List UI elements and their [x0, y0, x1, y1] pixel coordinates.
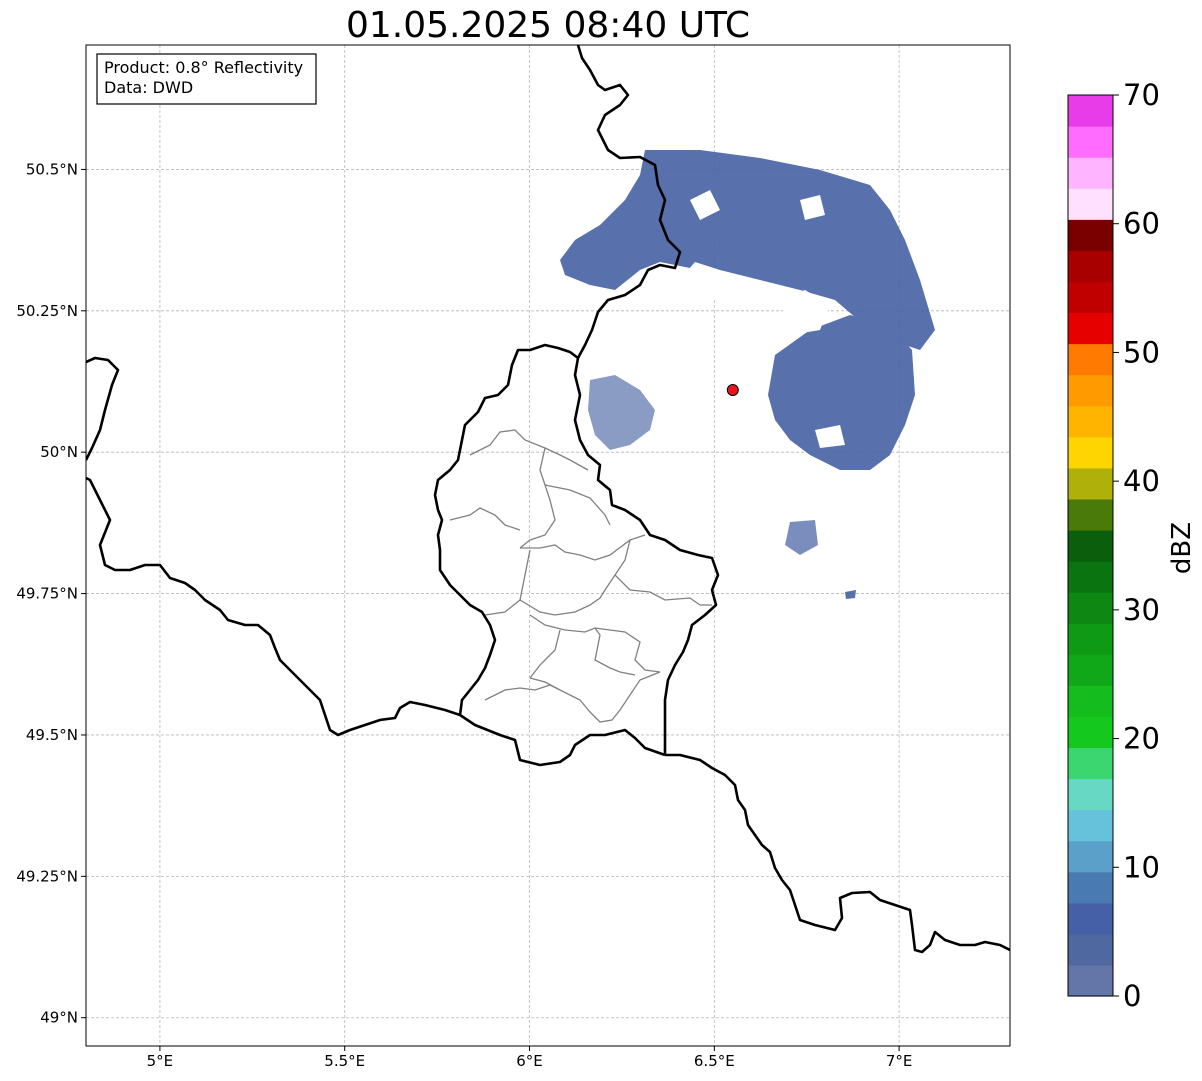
colorbar-tick-label: 70	[1123, 78, 1160, 112]
colorbar-cell	[1068, 157, 1113, 189]
colorbar-cell	[1068, 902, 1113, 935]
echo-area-west	[588, 375, 655, 450]
colorbar-cell	[1068, 436, 1113, 469]
colorbar-cell	[1068, 747, 1113, 780]
colorbar-tick-label: 10	[1123, 850, 1160, 884]
colorbar-label: dBZ	[1167, 522, 1197, 574]
x-axis-ticks: 5°E 5.5°E 6°E 6.5°E 7°E	[147, 1046, 913, 1070]
map-title: 01.05.2025 08:40 UTC	[346, 5, 750, 46]
colorbar-cell	[1068, 188, 1113, 220]
echo-patch-southeast	[845, 590, 856, 599]
x-tick-label: 5.5°E	[324, 1052, 365, 1070]
colorbar-cell	[1068, 95, 1113, 127]
colorbar-cell	[1068, 654, 1113, 686]
echo-gap-3	[690, 190, 720, 220]
info-box-frame	[96, 53, 317, 105]
colorbar-cell	[1068, 778, 1113, 811]
colorbar-cell	[1068, 126, 1113, 158]
radar-echoes	[560, 150, 935, 599]
colorbar-cell	[1068, 498, 1113, 531]
colorbar-cells	[1068, 95, 1113, 997]
colorbar-cell	[1068, 623, 1113, 655]
x-tick-label: 6.5°E	[694, 1052, 735, 1070]
colorbar-cell	[1068, 561, 1113, 593]
colorbar-cell	[1068, 964, 1113, 997]
borders	[86, 45, 1010, 954]
colorbar-cell	[1068, 933, 1113, 966]
map-frame	[85, 44, 1011, 1047]
colorbar-tick-label: 50	[1123, 335, 1160, 369]
colorbar-cell	[1068, 281, 1113, 314]
colorbar-tick-label: 60	[1123, 207, 1160, 241]
colorbar-cell	[1068, 374, 1113, 407]
info-product: Product: 0.8° Reflectivity	[104, 58, 303, 77]
colorbar-ticks: 0 10 20 30 40 50 60 70	[1113, 78, 1160, 1013]
y-tick-label: 49°N	[40, 1009, 78, 1027]
colorbar-cell	[1068, 219, 1113, 251]
colorbar-cell	[1068, 312, 1113, 345]
colorbar-cell	[1068, 840, 1113, 873]
echo-area-southeast	[768, 315, 915, 470]
y-tick-label: 50.5°N	[26, 160, 78, 178]
colorbar-tick-label: 30	[1123, 593, 1160, 627]
y-axis-ticks: 50.5°N 50.25°N 50°N 49.75°N 49.5°N 49.25°N 49°…	[16, 160, 86, 1027]
echo-gap-4	[800, 195, 825, 220]
echo-gap-1	[675, 262, 730, 300]
colorbar-tick-label: 0	[1123, 979, 1141, 1013]
x-tick-label: 7°E	[886, 1052, 913, 1070]
colorbar-cell	[1068, 405, 1113, 438]
colorbar-cell	[1068, 250, 1113, 283]
echo-patch-east	[785, 520, 818, 555]
colorbar-frame	[1067, 94, 1114, 997]
echo-gap-2	[780, 290, 830, 335]
radar-site-marker	[726, 383, 739, 396]
colorbar-tick-label: 20	[1123, 722, 1160, 756]
y-tick-label: 50°N	[40, 443, 78, 461]
colorbar-cell	[1068, 685, 1113, 717]
colorbar: 0 10 20 30 40 50 60 70 dBZ	[1067, 78, 1197, 1013]
colorbar-cell	[1068, 716, 1113, 749]
y-tick-label: 49.25°N	[16, 867, 78, 885]
x-tick-label: 6°E	[516, 1052, 543, 1070]
info-box: Product: 0.8° Reflectivity Data: DWD	[96, 53, 317, 105]
x-tick-label: 5°E	[147, 1052, 174, 1070]
colorbar-cell	[1068, 809, 1113, 842]
colorbar-cell	[1068, 467, 1113, 500]
map-area	[85, 44, 1011, 1047]
colorbar-cell	[1068, 529, 1113, 562]
y-tick-label: 49.75°N	[16, 585, 78, 603]
info-data-source: Data: DWD	[104, 78, 193, 97]
colorbar-cell	[1068, 871, 1113, 904]
y-tick-label: 49.5°N	[26, 726, 78, 744]
echo-area-north	[560, 150, 935, 350]
y-tick-label: 50.25°N	[16, 302, 78, 320]
national-borders	[86, 45, 1010, 954]
colorbar-tick-label: 40	[1123, 464, 1160, 498]
luxembourg-canton-borders	[449, 429, 712, 723]
colorbar-cell	[1068, 343, 1113, 376]
colorbar-cell	[1068, 592, 1113, 624]
echo-gap-5	[815, 425, 845, 448]
